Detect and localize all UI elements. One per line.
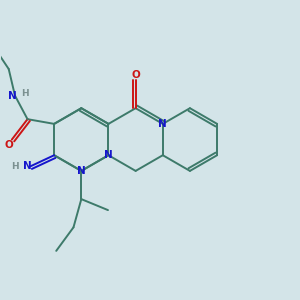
Text: N: N [23, 161, 32, 171]
Text: O: O [4, 140, 13, 150]
Text: N: N [158, 119, 167, 129]
Text: N: N [77, 166, 86, 176]
Text: H: H [11, 162, 19, 171]
Text: O: O [131, 70, 140, 80]
Text: N: N [8, 91, 17, 101]
Text: H: H [21, 89, 28, 98]
Text: N: N [104, 150, 113, 160]
